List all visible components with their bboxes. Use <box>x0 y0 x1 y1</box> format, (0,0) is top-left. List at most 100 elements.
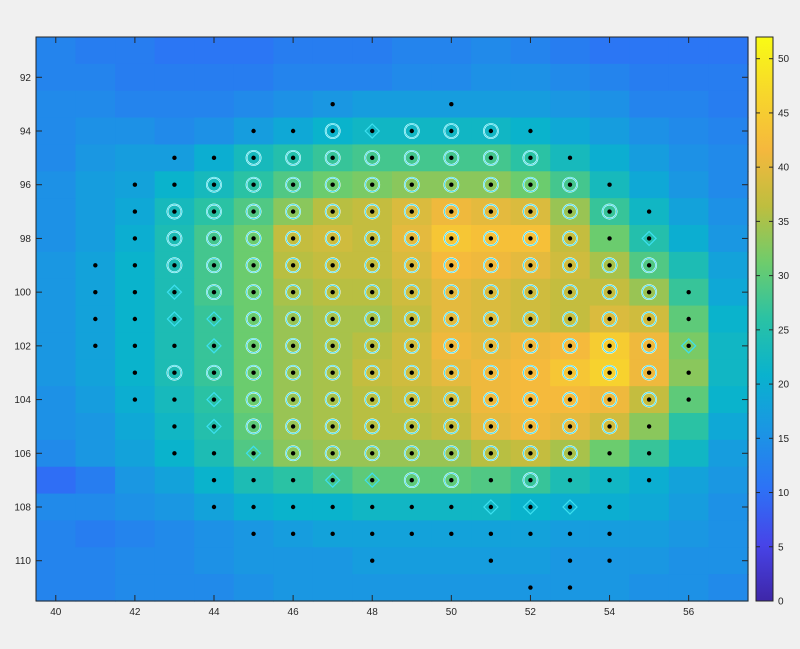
circle-marker-inner <box>522 204 538 220</box>
diamond-marker <box>245 445 262 462</box>
heatmap-cell <box>668 171 710 199</box>
heatmap-cell <box>629 520 670 548</box>
dot-marker <box>172 370 177 375</box>
dot-marker <box>211 236 217 241</box>
dot-marker <box>686 316 691 322</box>
circle-marker-inner <box>641 338 657 354</box>
dot-marker <box>251 370 256 375</box>
heatmap-cell <box>708 466 749 495</box>
dot-marker <box>607 263 612 268</box>
heatmap-cell <box>194 117 235 146</box>
circle-marker-inner <box>562 338 578 354</box>
heatmap-cell <box>629 574 670 602</box>
circle-marker-inner <box>522 445 538 461</box>
dot-marker <box>488 504 494 510</box>
heatmap-cell <box>115 466 156 495</box>
dot-marker <box>449 397 454 402</box>
dot-marker <box>488 343 494 349</box>
dot-marker <box>370 128 375 134</box>
dot-marker <box>567 558 573 563</box>
circle-marker-inner <box>404 445 420 461</box>
heatmap-cell <box>668 493 710 522</box>
dot-marker <box>607 316 612 322</box>
circle-marker-inner <box>562 445 578 461</box>
x-tick-label: 42 <box>129 607 141 618</box>
heatmap-cell <box>75 90 116 119</box>
heatmap-cell <box>431 63 472 92</box>
heatmap-cell <box>589 63 630 92</box>
dot-marker <box>449 531 454 537</box>
dot-marker <box>251 424 256 429</box>
heatmap-cell <box>36 171 77 199</box>
dot-marker <box>290 531 296 537</box>
dot-marker <box>251 155 256 161</box>
heatmap-cell <box>36 332 77 360</box>
dot-marker <box>449 370 454 375</box>
dot-marker <box>409 531 414 537</box>
dot-marker <box>488 397 494 402</box>
circle-marker-inner <box>325 338 341 354</box>
circle-marker-inner <box>483 177 499 193</box>
heatmap-cell <box>154 90 195 119</box>
heatmap-cell <box>668 251 710 280</box>
colorbar-tick-label: 45 <box>778 108 790 119</box>
dot-marker <box>409 182 414 187</box>
heatmap-cell <box>708 37 749 65</box>
dot-marker <box>172 316 177 322</box>
heatmap-cell <box>273 63 314 92</box>
dot-marker <box>290 451 296 456</box>
diamond-marker <box>166 284 183 300</box>
y-tick-label: 104 <box>14 395 31 406</box>
heatmap-cell <box>75 359 116 387</box>
heatmap-cell <box>589 90 630 119</box>
dot-marker <box>330 370 335 375</box>
circle-marker-inner <box>443 257 459 273</box>
circle-marker-inner <box>206 365 222 381</box>
dot-marker <box>211 316 217 322</box>
circle-marker-inner <box>246 230 262 246</box>
circle-marker-inner <box>483 123 499 139</box>
dot-marker <box>528 289 533 295</box>
circle-marker-inner <box>325 150 341 166</box>
dot-marker <box>646 316 652 322</box>
circle-marker-inner <box>562 392 578 408</box>
dot-marker <box>528 451 533 456</box>
heatmap-cell <box>668 413 710 441</box>
dot-marker <box>409 316 414 322</box>
heatmap-cell <box>154 547 195 575</box>
circle-marker-inner <box>483 338 499 354</box>
circle-marker-inner <box>364 257 380 273</box>
dot-marker <box>409 424 414 429</box>
heatmap-cell <box>115 493 156 522</box>
circle-marker-inner <box>325 445 341 461</box>
circle-marker-inner <box>364 230 380 246</box>
circle-marker-inner <box>364 150 380 166</box>
heatmap-cell <box>392 90 433 119</box>
heatmap-cell <box>550 37 591 65</box>
circle-marker-inner <box>166 204 182 220</box>
dot-marker <box>567 585 573 590</box>
dot-marker <box>528 504 533 510</box>
dot-marker <box>211 182 217 187</box>
colorbar-tick-label: 0 <box>778 597 784 608</box>
markers-layer <box>93 101 697 590</box>
circle-marker-inner <box>443 365 459 381</box>
heatmap-cell <box>36 359 77 387</box>
x-tick-label: 56 <box>683 607 695 618</box>
colorbar-tick-label: 25 <box>778 325 790 336</box>
circle-marker-inner <box>404 204 420 220</box>
dot-marker <box>370 263 375 268</box>
dot-marker <box>330 424 335 429</box>
heatmap-cell <box>708 305 749 334</box>
dot-marker <box>132 236 138 241</box>
dot-marker <box>409 128 414 134</box>
heatmap-cell <box>352 90 393 119</box>
y-tick-label: 94 <box>20 127 32 138</box>
dot-marker <box>488 155 494 161</box>
y-tick-label: 92 <box>20 73 32 84</box>
circle-marker-inner <box>562 257 578 273</box>
circle-marker-inner <box>483 284 499 300</box>
circle-marker-inner <box>325 177 341 193</box>
heatmap-cell <box>36 144 77 172</box>
